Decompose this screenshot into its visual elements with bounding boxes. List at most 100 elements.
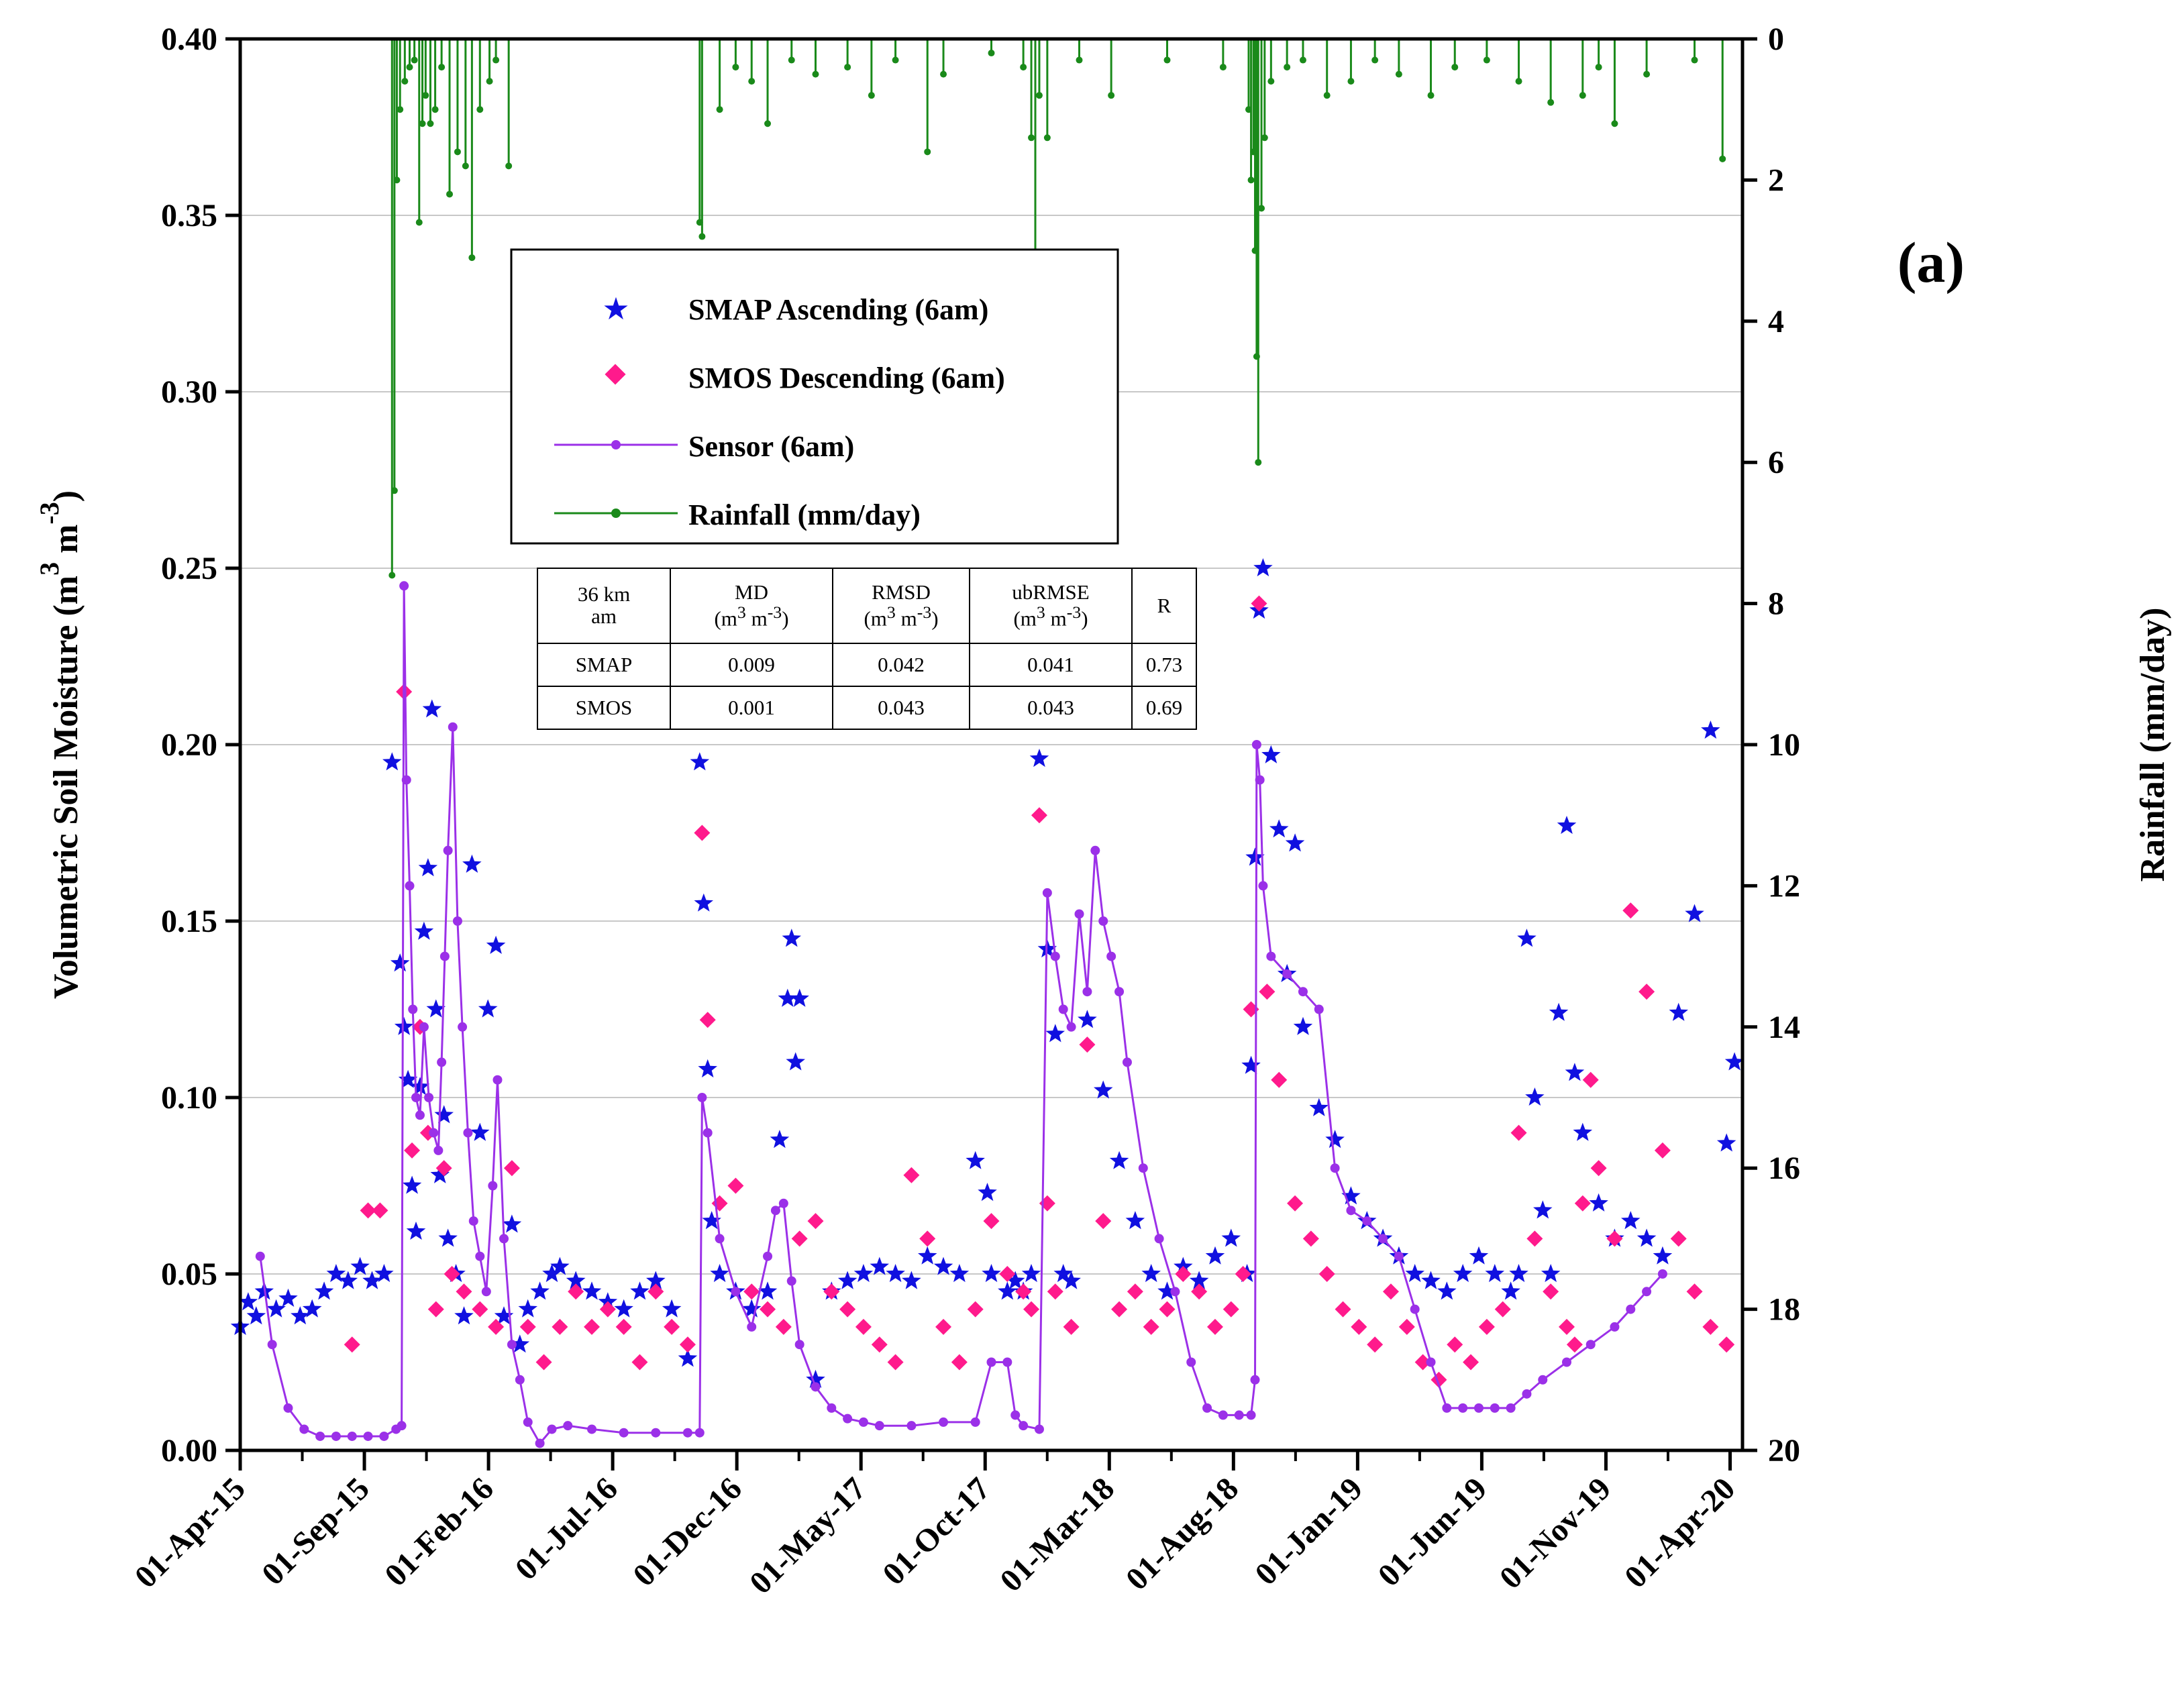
unit-part: m [1045, 606, 1067, 631]
smap-point [374, 1264, 394, 1283]
rainfall-point [1043, 134, 1051, 142]
smap-point [1125, 1211, 1145, 1230]
smos-point [967, 1301, 984, 1318]
rainfall-point [788, 56, 795, 64]
smap-point [1636, 1228, 1657, 1247]
smap-point [1437, 1281, 1457, 1300]
sensor-point [499, 1234, 509, 1244]
row-r: 0.69 [1131, 686, 1197, 730]
y-tick-label: 0.05 [161, 1257, 217, 1292]
smos-point [1367, 1336, 1384, 1353]
row-rmsd: 0.042 [832, 643, 970, 687]
x-tick-label: 01-Feb-16 [378, 1471, 501, 1593]
series-layer [230, 37, 1745, 1448]
row-name: SMAP [537, 643, 671, 687]
smap-point [1189, 1271, 1209, 1289]
sensor-point [415, 1110, 425, 1120]
smap-point [326, 1264, 346, 1283]
sensor-point [1255, 775, 1265, 785]
header-rmsd: RMSD [872, 580, 931, 604]
stats-header-cell: RMSD (m3 m-3) [832, 568, 970, 644]
y-tick-label: 0.00 [161, 1433, 217, 1469]
sensor-point [939, 1417, 949, 1427]
smos-point [1302, 1230, 1319, 1247]
x-tick-label: 01-May-17 [743, 1471, 873, 1601]
legend-label-smap: SMAP Ascending (6am) [688, 293, 988, 326]
rainfall-point [1108, 92, 1115, 99]
sensor-point [458, 1022, 468, 1032]
sensor-point [747, 1322, 757, 1332]
sensor-point [1522, 1389, 1532, 1399]
smap-point [1078, 1010, 1097, 1028]
sensor-point [1074, 909, 1084, 919]
smos-point [1478, 1318, 1495, 1335]
stats-header-row: 36 km am MD (m3 m-3) RMSD (m3 m-3) ubRMS… [537, 568, 1197, 644]
smos-point [1718, 1336, 1735, 1353]
sensor-point [267, 1340, 277, 1350]
sensor-point [1066, 1022, 1076, 1032]
rainfall-point [492, 56, 500, 64]
smos-point [488, 1318, 505, 1335]
sensor-point [379, 1431, 389, 1441]
sensor-point [283, 1403, 293, 1413]
smap-point [982, 1264, 1001, 1283]
smos-point [1143, 1318, 1159, 1335]
sensor-point [778, 1198, 788, 1208]
smap-point [1701, 720, 1720, 739]
smap-point [786, 1052, 805, 1071]
sensor-point [763, 1251, 773, 1261]
sensor-point [1202, 1403, 1212, 1413]
y-tick-label: 0.20 [161, 727, 217, 763]
smos-point [472, 1301, 488, 1318]
sensor-point [619, 1428, 629, 1438]
smap-point [741, 1299, 762, 1318]
smap-point [1269, 819, 1289, 838]
rainfall-point [1284, 64, 1291, 71]
smap-point [1061, 1271, 1081, 1289]
sensor-point [535, 1438, 545, 1448]
smos-point [456, 1283, 472, 1300]
smos-point [1235, 1266, 1251, 1282]
sensor-point [397, 1421, 407, 1431]
smap-point [1109, 1151, 1129, 1169]
x-tick-label: 01-Apr-20 [1618, 1471, 1742, 1595]
rainfall-point [1719, 155, 1726, 162]
smos-point [791, 1230, 808, 1247]
smos-point [1447, 1336, 1463, 1353]
sensor-point [874, 1421, 884, 1431]
smos-point [694, 824, 711, 841]
y-axis-title-main: Volumetric Soil Moisture (m [47, 576, 85, 999]
smap-point [710, 1264, 729, 1283]
smap-point [530, 1281, 550, 1300]
sensor-point [1538, 1375, 1548, 1385]
smap-point [1589, 1193, 1608, 1212]
y2-tick-label: 10 [1768, 727, 1800, 763]
row-ubrmse: 0.043 [969, 686, 1133, 730]
legend-dot-sensor [611, 440, 621, 449]
smos-point [823, 1283, 840, 1300]
sensor-point [475, 1251, 485, 1261]
rainfall-point [924, 148, 931, 156]
rainfall-point [1020, 64, 1027, 71]
smos-point [427, 1301, 444, 1318]
row-name: SMOS [537, 686, 671, 730]
sensor-point [858, 1417, 868, 1427]
smos-point [727, 1177, 744, 1194]
rainfall-point [1483, 56, 1490, 64]
rainfall-point [401, 78, 409, 85]
smap-point [1525, 1087, 1545, 1106]
smap-point [949, 1264, 970, 1283]
unit-part: (m [714, 606, 737, 631]
smap-point [1541, 1264, 1561, 1283]
sensor-point [682, 1428, 692, 1438]
smos-point [1543, 1283, 1559, 1300]
stats-row-smos: SMOS 0.001 0.043 0.043 0.69 [537, 686, 1197, 730]
row-rmsd: 0.043 [832, 686, 970, 730]
smap-point [382, 752, 402, 771]
sensor-point [1246, 1410, 1256, 1420]
sensor-point [463, 1128, 473, 1138]
smap-point [394, 1016, 414, 1035]
smos-point [743, 1283, 760, 1300]
y-tick-label: 0.40 [161, 21, 217, 57]
smos-point [1494, 1301, 1511, 1318]
